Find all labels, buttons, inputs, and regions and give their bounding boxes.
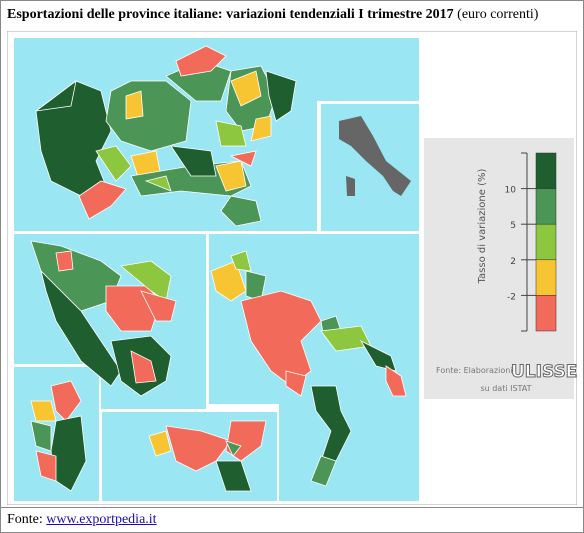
legend-swatch: [535, 295, 557, 332]
province: [359, 340, 397, 372]
province: [170, 145, 217, 177]
provinces: [30, 45, 407, 492]
credit-brand: ULISSE: [511, 362, 577, 382]
title-sub: (euro correnti): [457, 7, 539, 22]
province: [230, 70, 262, 107]
province: [230, 250, 252, 272]
footer-link[interactable]: www.exportpedia.it: [46, 512, 157, 527]
legend-title: Tasso di variazione (%): [477, 169, 488, 285]
province: [130, 350, 157, 384]
legend-swatch: [535, 259, 557, 296]
province: [220, 195, 262, 227]
province: [30, 420, 52, 452]
legend-swatch: [535, 152, 557, 189]
panel-south2: [279, 404, 419, 501]
province: [40, 269, 122, 387]
credit-line1: Fonte: Elaborazioni: [436, 366, 513, 375]
legend-tick-label: 2: [510, 257, 516, 267]
panel-north: [14, 38, 419, 231]
legend-tick-label: 5: [510, 221, 516, 231]
footer-label: Fonte:: [7, 512, 43, 527]
province: [210, 260, 247, 302]
province: [175, 45, 227, 77]
province: [265, 70, 297, 122]
italy-inset-island: [346, 176, 355, 196]
map: Tasso di variazione (%) 10 5 2 -2 Fonte: El…: [7, 31, 577, 505]
title-main: Esportazioni delle province italiane: va…: [7, 7, 454, 22]
legend-swatch: [535, 188, 557, 225]
province: [35, 450, 57, 482]
province: [225, 440, 242, 457]
italy-inset: [339, 116, 411, 196]
legend-swatch: [535, 223, 557, 261]
province: [385, 365, 407, 397]
province: [125, 90, 144, 120]
province: [250, 115, 272, 142]
footer: Fonte: www.exportpedia.it: [1, 507, 583, 532]
province: [310, 455, 337, 487]
province: [215, 160, 247, 192]
province: [55, 250, 74, 272]
credit-line2: su dati ISTAT: [480, 384, 531, 393]
panel-inset: [321, 104, 419, 231]
legend: 10 5 2 -2: [505, 152, 557, 332]
legend-tick-label: 10: [505, 186, 517, 196]
province: [140, 290, 177, 322]
province: [215, 460, 252, 492]
province: [285, 370, 307, 397]
province: [35, 80, 112, 197]
province: [144, 175, 172, 192]
province: [240, 290, 322, 387]
province: [78, 180, 127, 220]
legend-tick-label: -2: [507, 292, 516, 302]
province: [148, 430, 172, 457]
province: [95, 145, 132, 182]
province: [120, 260, 172, 302]
province: [35, 80, 77, 112]
title: Esportazioni delle province italiane: va…: [7, 7, 538, 23]
province: [50, 380, 82, 422]
province: [215, 120, 247, 147]
